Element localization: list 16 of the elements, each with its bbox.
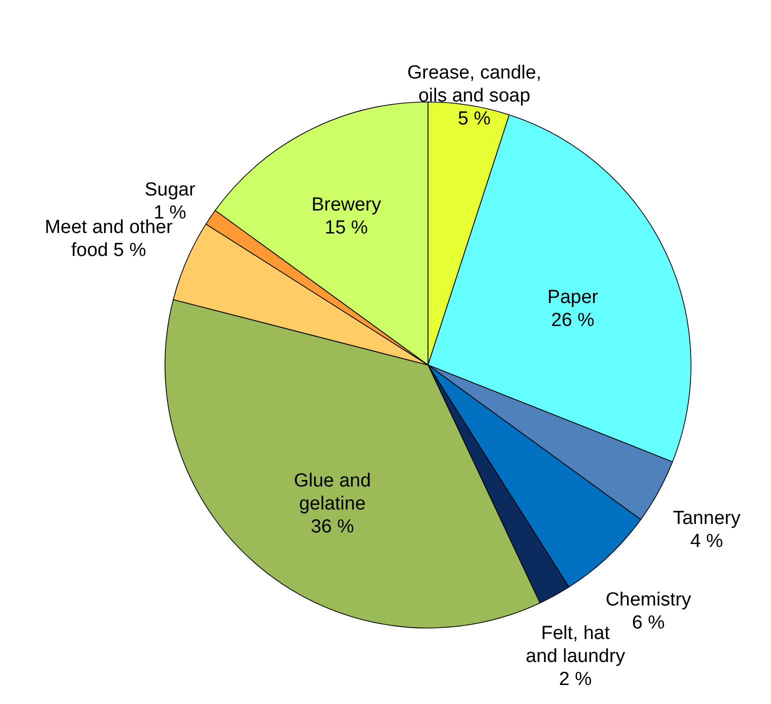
data-label: 6 % <box>632 612 665 634</box>
slice-label: Tannery <box>672 508 741 530</box>
slice-label: Chemistry <box>606 590 692 611</box>
data-label: 4 % <box>690 531 724 552</box>
slice-label: Felt, hat and laundry <box>526 623 626 668</box>
data-label: 26 % <box>551 310 595 331</box>
slice-label: Grease, candle, oils and soap <box>407 62 542 107</box>
slice-label: Sugar <box>144 180 196 201</box>
data-label: 5 % <box>458 108 491 130</box>
data-label: 15 % <box>324 218 368 239</box>
data-label: 1 % <box>154 202 186 224</box>
slice-label: Brewery <box>311 194 382 216</box>
data-label: 36 % <box>310 516 354 538</box>
data-label: 2 % <box>559 669 592 690</box>
slice-label: Paper <box>547 286 599 308</box>
slice-label: Glue and gelatine <box>294 470 371 515</box>
